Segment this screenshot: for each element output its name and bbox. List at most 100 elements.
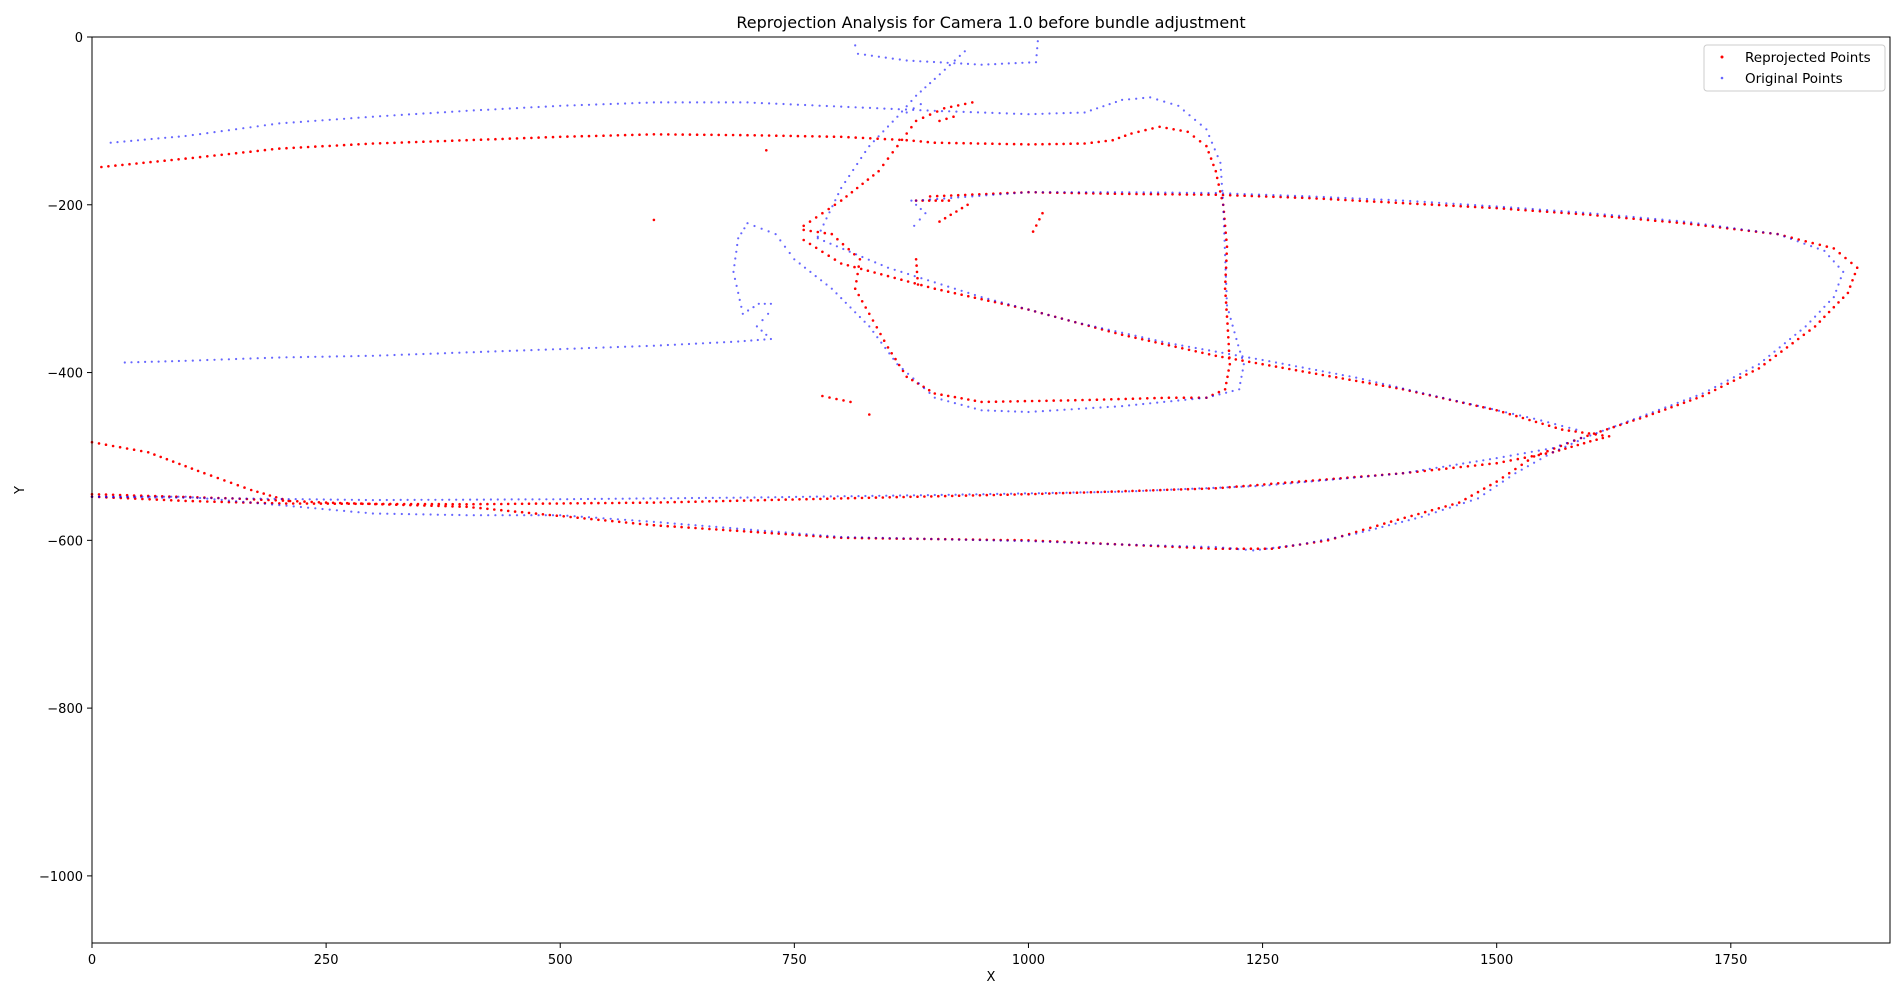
data-point	[371, 142, 375, 145]
data-point	[871, 494, 874, 497]
data-point	[1140, 338, 1144, 341]
data-point	[1574, 212, 1578, 216]
data-point	[379, 115, 382, 118]
data-point	[537, 136, 540, 139]
data-point	[242, 500, 245, 503]
data-point	[701, 342, 705, 345]
data-point	[1544, 452, 1548, 455]
data-point	[558, 135, 562, 139]
data-point	[1003, 492, 1006, 495]
x-tick-label: 250	[314, 953, 339, 968]
data-point	[1502, 207, 1506, 210]
data-point	[566, 514, 569, 517]
data-point	[749, 528, 753, 531]
data-point	[1455, 463, 1458, 466]
data-point	[1087, 324, 1090, 327]
data-point	[1509, 459, 1512, 462]
data-point	[1182, 109, 1185, 112]
data-point	[371, 354, 374, 357]
data-point	[927, 388, 931, 392]
data-point	[883, 107, 886, 110]
data-point	[1054, 492, 1058, 495]
data-point	[760, 329, 763, 332]
data-point	[354, 502, 357, 506]
data-point	[1226, 322, 1229, 325]
data-point	[414, 140, 418, 144]
data-point	[308, 498, 311, 501]
data-point	[954, 493, 957, 496]
data-point	[1582, 441, 1586, 445]
data-point	[1695, 394, 1698, 397]
data-point	[1013, 493, 1016, 496]
data-point	[465, 505, 468, 509]
data-point	[616, 134, 620, 137]
data-point	[544, 105, 547, 108]
data-point	[292, 505, 295, 508]
data-point	[1142, 96, 1145, 100]
data-point	[1048, 142, 1051, 146]
data-point	[458, 351, 461, 354]
data-point	[1595, 438, 1598, 442]
data-point	[883, 137, 887, 141]
data-point	[1670, 405, 1673, 409]
data-point	[1227, 369, 1230, 372]
data-point	[1194, 346, 1197, 350]
data-point	[1188, 114, 1191, 117]
data-point	[926, 60, 929, 63]
data-point	[144, 360, 147, 363]
data-point	[1088, 398, 1091, 402]
data-point	[1217, 390, 1221, 394]
data-point	[299, 120, 302, 123]
data-point	[350, 117, 353, 120]
data-point	[938, 73, 941, 76]
data-point	[1532, 455, 1536, 458]
data-point	[912, 139, 915, 143]
data-point	[916, 283, 920, 286]
data-point	[116, 141, 119, 144]
data-point	[973, 399, 977, 403]
data-point	[756, 529, 760, 532]
data-point	[978, 194, 981, 197]
data-point	[880, 263, 883, 267]
data-point	[743, 339, 746, 343]
data-point	[919, 109, 922, 112]
data-point	[501, 350, 504, 353]
data-point	[708, 527, 711, 531]
data-point	[199, 133, 202, 136]
data-point	[1114, 331, 1117, 335]
data-point	[832, 105, 836, 108]
data-point	[1060, 317, 1063, 320]
data-point	[998, 142, 1001, 146]
data-point	[1579, 436, 1583, 440]
data-point	[1387, 198, 1390, 201]
data-point	[994, 400, 998, 404]
data-point	[270, 148, 274, 151]
data-point	[942, 107, 946, 110]
data-point	[1205, 128, 1208, 131]
data-point	[1451, 503, 1454, 506]
data-point	[597, 501, 600, 505]
data-point	[791, 498, 794, 501]
data-point	[1853, 272, 1857, 276]
data-point	[848, 250, 851, 253]
data-point	[443, 111, 447, 114]
data-point	[670, 497, 673, 500]
data-point	[487, 350, 490, 353]
data-point	[451, 351, 454, 354]
legend-marker-original	[1720, 76, 1724, 80]
data-point	[835, 292, 838, 295]
data-point	[1227, 336, 1230, 339]
data-point	[389, 502, 392, 506]
data-point	[537, 348, 540, 351]
data-point	[580, 515, 583, 518]
data-point	[1055, 142, 1058, 146]
data-point	[891, 57, 894, 60]
data-point	[933, 396, 936, 399]
data-point	[118, 445, 122, 449]
data-point	[984, 111, 987, 114]
data-point	[732, 270, 735, 273]
data-point	[1344, 196, 1347, 200]
data-point	[733, 277, 737, 280]
data-point	[1100, 327, 1104, 330]
data-point	[1198, 140, 1202, 143]
